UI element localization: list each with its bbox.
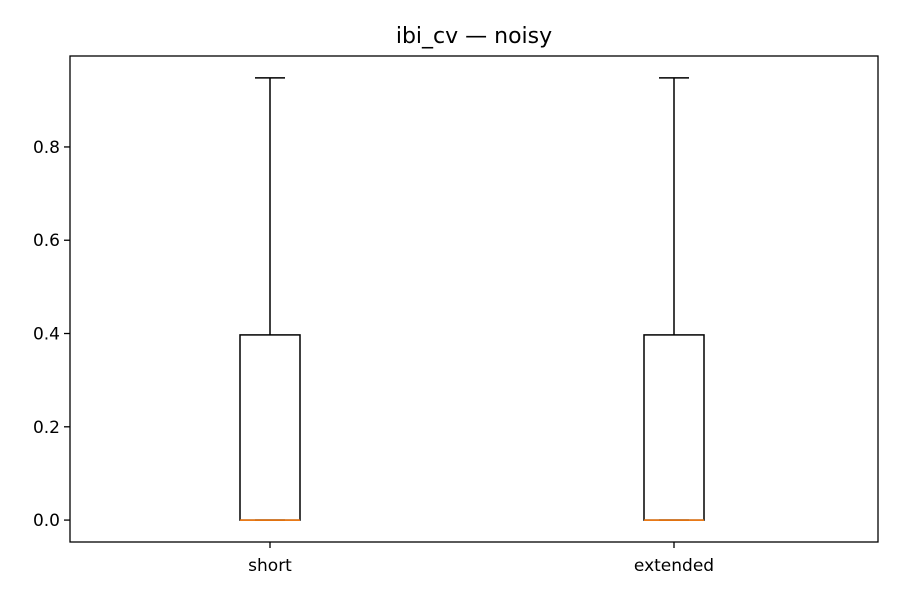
- y-tick-label: 0.4: [33, 325, 60, 345]
- chart-title: ibi_cv — noisy: [396, 24, 552, 49]
- plot-area: 0.0 0.2 0.4 0.6 0.8 short extended: [33, 77, 714, 576]
- y-tick-label: 0.0: [33, 511, 60, 531]
- box-group-short: [239, 77, 301, 521]
- box-rect: [643, 334, 705, 521]
- x-tick-label: short: [248, 556, 292, 576]
- y-tick-label: 0.8: [33, 138, 60, 158]
- box-group-extended: [643, 77, 705, 521]
- x-tick-label: extended: [634, 556, 714, 576]
- axes-frame: [69, 55, 879, 543]
- y-tick-label: 0.2: [33, 418, 60, 438]
- box-rect: [239, 334, 301, 521]
- y-tick-label: 0.6: [33, 231, 60, 251]
